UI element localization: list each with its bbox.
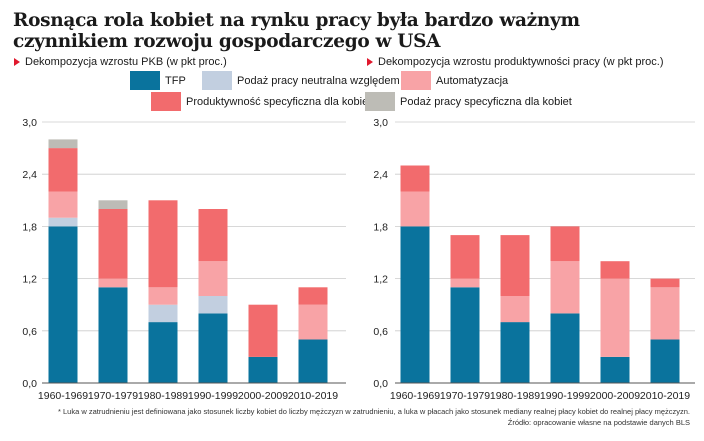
legend-swatch <box>401 71 431 90</box>
bar-segment <box>248 304 278 357</box>
bar-segment <box>450 278 480 288</box>
legend-swatch <box>365 92 395 111</box>
right-chart-subtitle-text: Dekompozycja wzrostu produktywności prac… <box>378 56 664 68</box>
x-tick-label: 2010-2019 <box>288 390 338 402</box>
bar-segment <box>198 209 228 262</box>
left-chart-subtitle: Dekompozycja wzrostu PKB (w pkt proc.) <box>14 56 227 68</box>
bar-segment <box>400 226 430 383</box>
legend-label: Produktywność specyficzna dla kobiet <box>186 95 372 108</box>
y-tick-label: 0,0 <box>373 378 388 390</box>
legend-swatch <box>202 71 232 90</box>
x-tick-label: 1980-1989 <box>490 390 540 402</box>
triangle-marker-icon <box>367 58 373 66</box>
triangle-marker-icon <box>14 58 20 66</box>
bar-segment <box>48 191 78 218</box>
bar-segment <box>198 313 228 383</box>
bar-segment <box>450 287 480 383</box>
bar-segment <box>48 148 78 192</box>
left-chart-subtitle-text: Dekompozycja wzrostu PKB (w pkt proc.) <box>25 56 227 68</box>
bar-segment <box>650 339 680 383</box>
y-tick-label: 0,6 <box>373 326 388 338</box>
bar-segment <box>500 322 530 383</box>
bar-segment <box>198 261 228 296</box>
bar-segment <box>298 339 328 383</box>
footnote: * Luka w zatrudnieniu jest definiowana j… <box>58 407 690 416</box>
bar-segment <box>248 356 278 383</box>
right-chart-subtitle: Dekompozycja wzrostu produktywności prac… <box>367 56 663 68</box>
bar-segment <box>48 226 78 383</box>
y-tick-label: 1,2 <box>373 274 388 286</box>
y-tick-label: 1,8 <box>22 221 37 233</box>
legend-label: TFP <box>165 74 186 87</box>
legend-label: Podaż pracy neutralna względem płci <box>237 74 420 87</box>
bar-segment <box>400 165 430 192</box>
bar-segment <box>650 278 680 288</box>
x-tick-label: 1960-1969 <box>390 390 440 402</box>
bar-segment <box>550 313 580 383</box>
legend-item-produktywnosc-kobiet: Produktywność specyficzna dla kobiet <box>151 92 371 111</box>
bar-segment <box>298 304 328 340</box>
y-tick-label: 0,6 <box>22 326 37 338</box>
bar-segment <box>48 139 78 149</box>
bar-segment <box>600 278 630 357</box>
bar-segment <box>400 191 430 227</box>
x-tick-label: 1970-1979 <box>88 390 138 402</box>
bar-segment <box>450 235 480 279</box>
x-tick-label: 1960-1969 <box>38 390 88 402</box>
bar-segment <box>198 296 228 314</box>
bar-segment <box>550 226 580 262</box>
legend-item-podaz-neutralna: Podaż pracy neutralna względem płci <box>202 71 419 90</box>
legend-label: Podaż pracy specyficzna dla kobiet <box>400 95 572 108</box>
bar-segment <box>650 287 680 340</box>
bar-segment <box>500 296 530 323</box>
x-tick-label: 1990-1999 <box>188 390 238 402</box>
y-tick-label: 2,4 <box>373 169 388 181</box>
legend-item-podaz-kobiet: Podaż pracy specyficzna dla kobiet <box>365 92 572 111</box>
legend-item-tfp: TFP <box>130 71 186 90</box>
x-tick-label: 1990-1999 <box>540 390 590 402</box>
bar-segment <box>98 209 128 279</box>
bar-segment <box>148 200 178 288</box>
legend-item-automatyzacja: Automatyzacja <box>401 71 508 90</box>
y-tick-label: 1,2 <box>22 274 37 286</box>
bar-segment <box>148 287 178 305</box>
bar-segment <box>48 217 78 227</box>
bar-segment <box>148 322 178 383</box>
x-tick-label: 2000-2009 <box>238 390 288 402</box>
y-tick-label: 3,0 <box>22 117 37 129</box>
bar-segment <box>600 356 630 383</box>
bar-segment <box>148 304 178 323</box>
y-tick-label: 2,4 <box>22 169 37 181</box>
bar-segment <box>298 287 328 305</box>
legend-label: Automatyzacja <box>436 74 509 87</box>
chart-title: Rosnąca rola kobiet na rynku pracy była … <box>13 10 580 52</box>
x-tick-label: 2010-2019 <box>640 390 690 402</box>
x-tick-label: 1970-1979 <box>440 390 490 402</box>
bar-segment <box>98 200 128 209</box>
bar-segment <box>98 278 128 288</box>
bar-segment <box>500 235 530 296</box>
bar-segment <box>98 287 128 383</box>
bar-segment <box>600 261 630 279</box>
x-tick-label: 1980-1989 <box>138 390 188 402</box>
y-tick-label: 3,0 <box>373 117 388 129</box>
legend-swatch <box>130 71 160 90</box>
x-tick-label: 2000-2009 <box>590 390 640 402</box>
source-note: Źródło: opracowanie własne na podstawie … <box>507 418 690 427</box>
y-tick-label: 0,0 <box>22 378 37 390</box>
bar-segment <box>550 261 580 314</box>
legend-swatch <box>151 92 181 111</box>
y-tick-label: 1,8 <box>373 221 388 233</box>
